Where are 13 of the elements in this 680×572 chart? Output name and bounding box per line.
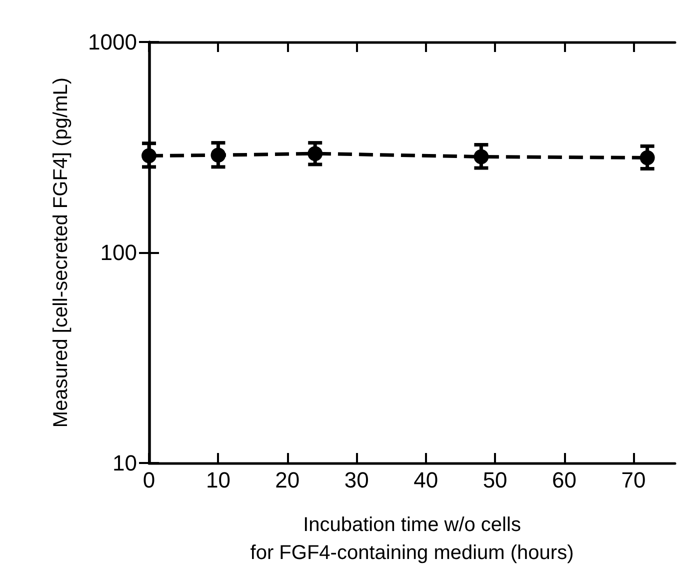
x-tick-label: 60 <box>552 468 577 492</box>
x-tick-label: 0 <box>142 468 156 492</box>
x-tick-label: 50 <box>482 468 508 492</box>
x-tick-label: 20 <box>275 468 300 492</box>
y-axis-title: Measured [cell-secreted FGF4] (pg/mL) <box>50 77 72 428</box>
x-tick-label: 40 <box>414 468 438 492</box>
y-tick-label: 1000 <box>88 30 137 54</box>
x-tick-label: 10 <box>206 468 230 492</box>
y-tick-label: 100 <box>100 240 137 265</box>
x-axis-title: Incubation time w/o cells for FGF4-containing medium (hours) <box>250 514 574 564</box>
y-tick-label: 10 <box>112 450 137 476</box>
x-tick-label: 30 <box>344 468 369 492</box>
x-tick-label: 70 <box>621 468 646 492</box>
